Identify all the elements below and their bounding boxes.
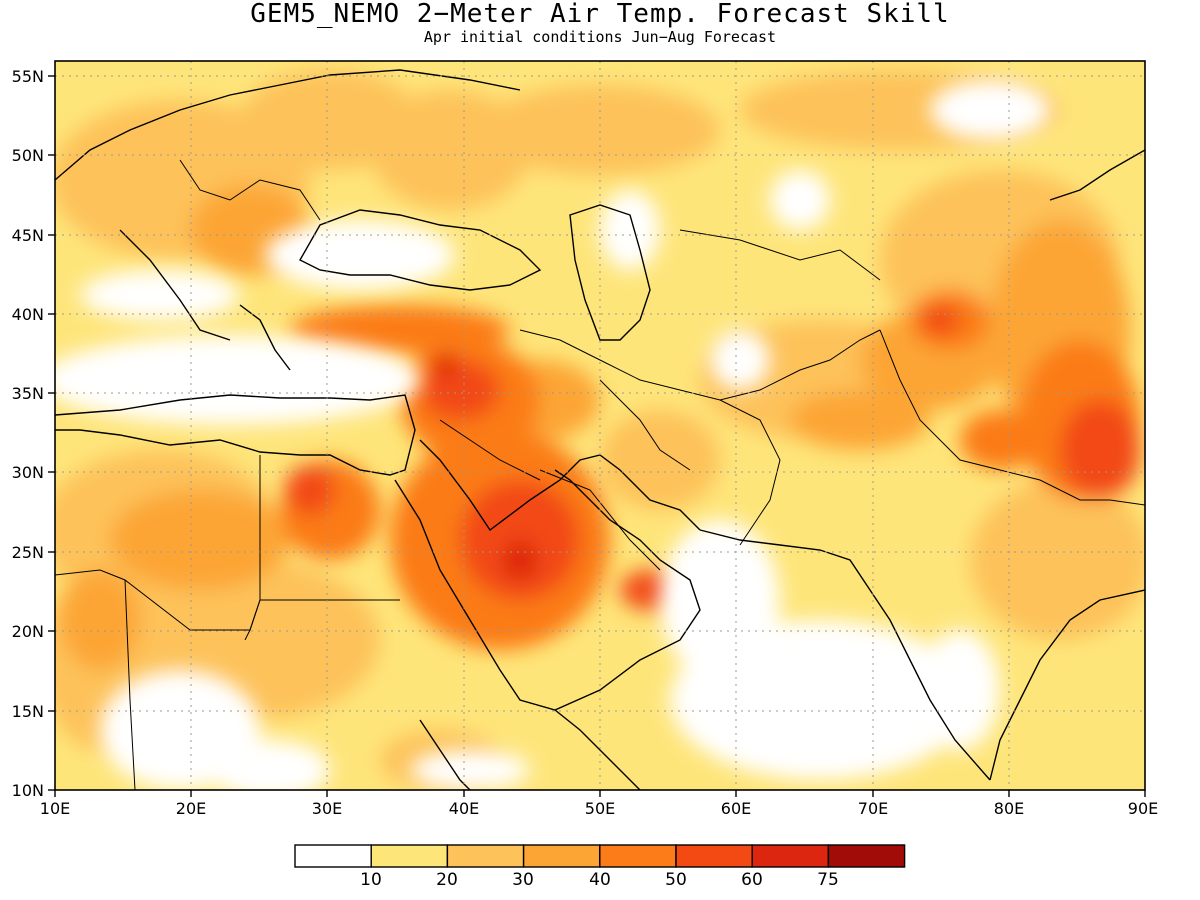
y-tick-label: 50N [12,146,44,165]
x-tick-label: 90E [1128,799,1158,818]
colorbar-swatch [294,844,372,868]
x-tick-label: 10E [40,799,70,818]
y-axis-labels: 10N 15N 20N 25N 30N 35N 40N 45N 50N 55N [12,67,44,800]
y-tick-label: 30N [12,463,44,482]
colorbar-label: 10 [360,870,382,890]
x-tick-label: 40E [449,799,479,818]
axis-ticks [48,75,1146,797]
y-tick-label: 55N [12,67,44,86]
y-tick-label: 10N [12,781,44,800]
country-borders [55,159,1145,790]
colorbar: 10 20 30 40 50 60 75 [294,844,906,890]
grid-lines [55,61,1145,790]
y-tick-label: 20N [12,622,44,641]
x-tick-label: 50E [585,799,615,818]
x-tick-label: 60E [721,799,751,818]
y-tick-label: 15N [12,702,44,721]
x-tick-label: 20E [176,799,206,818]
y-tick-label: 25N [12,543,44,562]
skill-shading [55,61,1145,790]
colorbar-swatch [370,844,449,868]
colorbar-label: 20 [436,870,458,890]
colorbar-label: 30 [512,870,534,890]
x-tick-label: 30E [312,799,342,818]
colorbar-label: 75 [817,870,839,890]
colorbar-swatch [522,844,601,868]
colorbar-swatch [675,844,753,868]
colorbar-label: 40 [589,870,611,890]
colorbar-swatch [751,844,830,868]
colorbar-swatch [827,844,906,868]
x-tick-label: 70E [858,799,888,818]
y-tick-label: 40N [12,305,44,324]
colorbar-swatch [446,844,525,868]
y-tick-label: 45N [12,226,44,245]
coastlines [55,69,1145,790]
colorbar-label: 60 [741,870,763,890]
map-subtitle: Apr initial conditions Jun−Aug Forecast [423,28,777,46]
map-title: GEM5_NEMO 2−Meter Air Temp. Forecast Ski… [250,0,950,29]
x-tick-label: 80E [994,799,1024,818]
y-tick-label: 35N [12,384,44,403]
colorbar-swatch [599,844,677,868]
x-axis-labels: 10E 20E 30E 40E 50E 60E 70E 80E 90E [40,799,1158,818]
colorbar-label: 50 [665,870,687,890]
